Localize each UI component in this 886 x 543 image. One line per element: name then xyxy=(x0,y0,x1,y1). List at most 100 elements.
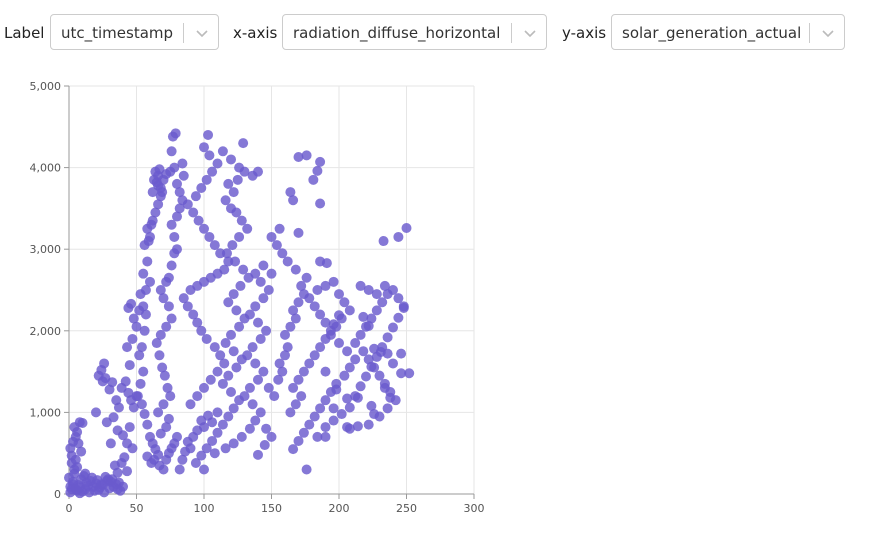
data-point xyxy=(238,264,249,275)
data-point xyxy=(355,381,366,392)
data-point xyxy=(113,477,124,488)
data-point xyxy=(288,382,299,393)
data-point xyxy=(238,138,249,149)
data-point xyxy=(274,358,285,369)
data-point xyxy=(138,268,149,279)
data-point xyxy=(196,450,207,461)
x-axis-select[interactable]: radiation_diffuse_horizontal xyxy=(282,14,547,50)
data-point xyxy=(242,223,253,234)
data-point xyxy=(230,256,241,267)
data-point xyxy=(253,317,263,328)
data-point xyxy=(344,305,355,316)
data-point xyxy=(328,415,339,426)
data-point xyxy=(165,391,176,402)
data-point xyxy=(293,227,304,238)
data-point xyxy=(393,312,404,323)
data-point xyxy=(258,293,269,304)
data-point xyxy=(136,399,147,410)
data-point xyxy=(274,223,285,234)
data-point xyxy=(242,350,253,361)
data-point xyxy=(255,333,266,344)
data-point xyxy=(205,374,216,385)
data-point xyxy=(192,317,203,328)
data-point xyxy=(378,236,389,247)
data-point xyxy=(188,309,199,320)
data-point xyxy=(142,419,153,430)
data-point xyxy=(220,195,231,206)
data-point xyxy=(185,443,196,454)
chevron-down-icon[interactable] xyxy=(512,15,548,51)
data-point xyxy=(128,313,139,324)
y-tick-label: 2,000 xyxy=(30,325,62,338)
chevron-down-icon[interactable] xyxy=(184,15,220,51)
y-axis-select[interactable]: solar_generation_actual xyxy=(611,14,845,50)
data-point xyxy=(308,174,319,185)
data-point xyxy=(178,170,189,181)
data-point xyxy=(361,371,371,382)
data-point xyxy=(366,400,377,411)
data-point xyxy=(105,438,116,449)
data-point xyxy=(320,431,331,442)
data-point xyxy=(315,342,326,353)
data-point xyxy=(320,366,331,377)
x-axis-caption: x-axis xyxy=(233,24,278,42)
data-point xyxy=(344,362,355,373)
data-point xyxy=(304,293,315,304)
data-point xyxy=(358,311,369,322)
data-point xyxy=(220,443,231,454)
data-point xyxy=(196,325,207,336)
data-point xyxy=(139,325,150,336)
y-axis-caption: y-axis xyxy=(562,24,607,42)
data-point xyxy=(157,362,168,373)
chevron-down-icon[interactable] xyxy=(810,15,846,51)
data-point xyxy=(236,431,247,442)
select-separator xyxy=(809,23,810,43)
data-point xyxy=(288,195,299,206)
data-point xyxy=(150,207,161,218)
data-point xyxy=(165,166,176,177)
data-point xyxy=(228,187,239,198)
data-point xyxy=(379,382,390,393)
data-point xyxy=(320,422,331,433)
data-point xyxy=(199,142,209,153)
data-point xyxy=(315,403,326,414)
data-point xyxy=(177,158,188,169)
data-point xyxy=(228,289,239,300)
data-point xyxy=(393,293,404,304)
data-point xyxy=(163,413,174,424)
data-point xyxy=(122,466,133,477)
data-point xyxy=(321,258,332,269)
data-point xyxy=(293,435,304,446)
data-point xyxy=(136,342,147,353)
data-point xyxy=(328,276,339,287)
x-tick-label: 250 xyxy=(396,502,417,515)
data-point xyxy=(232,174,243,185)
data-point xyxy=(328,403,339,414)
data-point xyxy=(247,342,258,353)
data-point xyxy=(199,223,209,234)
data-point xyxy=(207,435,218,446)
data-point xyxy=(178,293,189,304)
data-point xyxy=(209,448,220,459)
data-point xyxy=(162,382,173,393)
x-axis-select-value: radiation_diffuse_horizontal xyxy=(293,24,501,42)
data-point xyxy=(342,346,353,357)
data-point xyxy=(201,333,212,344)
data-point xyxy=(301,464,312,475)
data-point xyxy=(344,402,355,413)
x-tick-label: 0 xyxy=(66,502,73,515)
y-tick-label: 5,000 xyxy=(30,80,62,93)
data-point xyxy=(352,392,363,403)
data-point xyxy=(132,391,143,402)
y-tick-label: 1,000 xyxy=(30,406,62,419)
data-point xyxy=(139,409,150,420)
data-point xyxy=(293,374,304,385)
data-point xyxy=(236,215,247,226)
label-select[interactable]: utc_timestamp xyxy=(50,14,219,50)
data-point xyxy=(161,321,172,332)
data-point xyxy=(209,342,220,353)
data-point xyxy=(304,419,315,430)
data-point xyxy=(309,301,320,312)
data-point xyxy=(135,378,146,389)
data-point xyxy=(250,415,261,426)
